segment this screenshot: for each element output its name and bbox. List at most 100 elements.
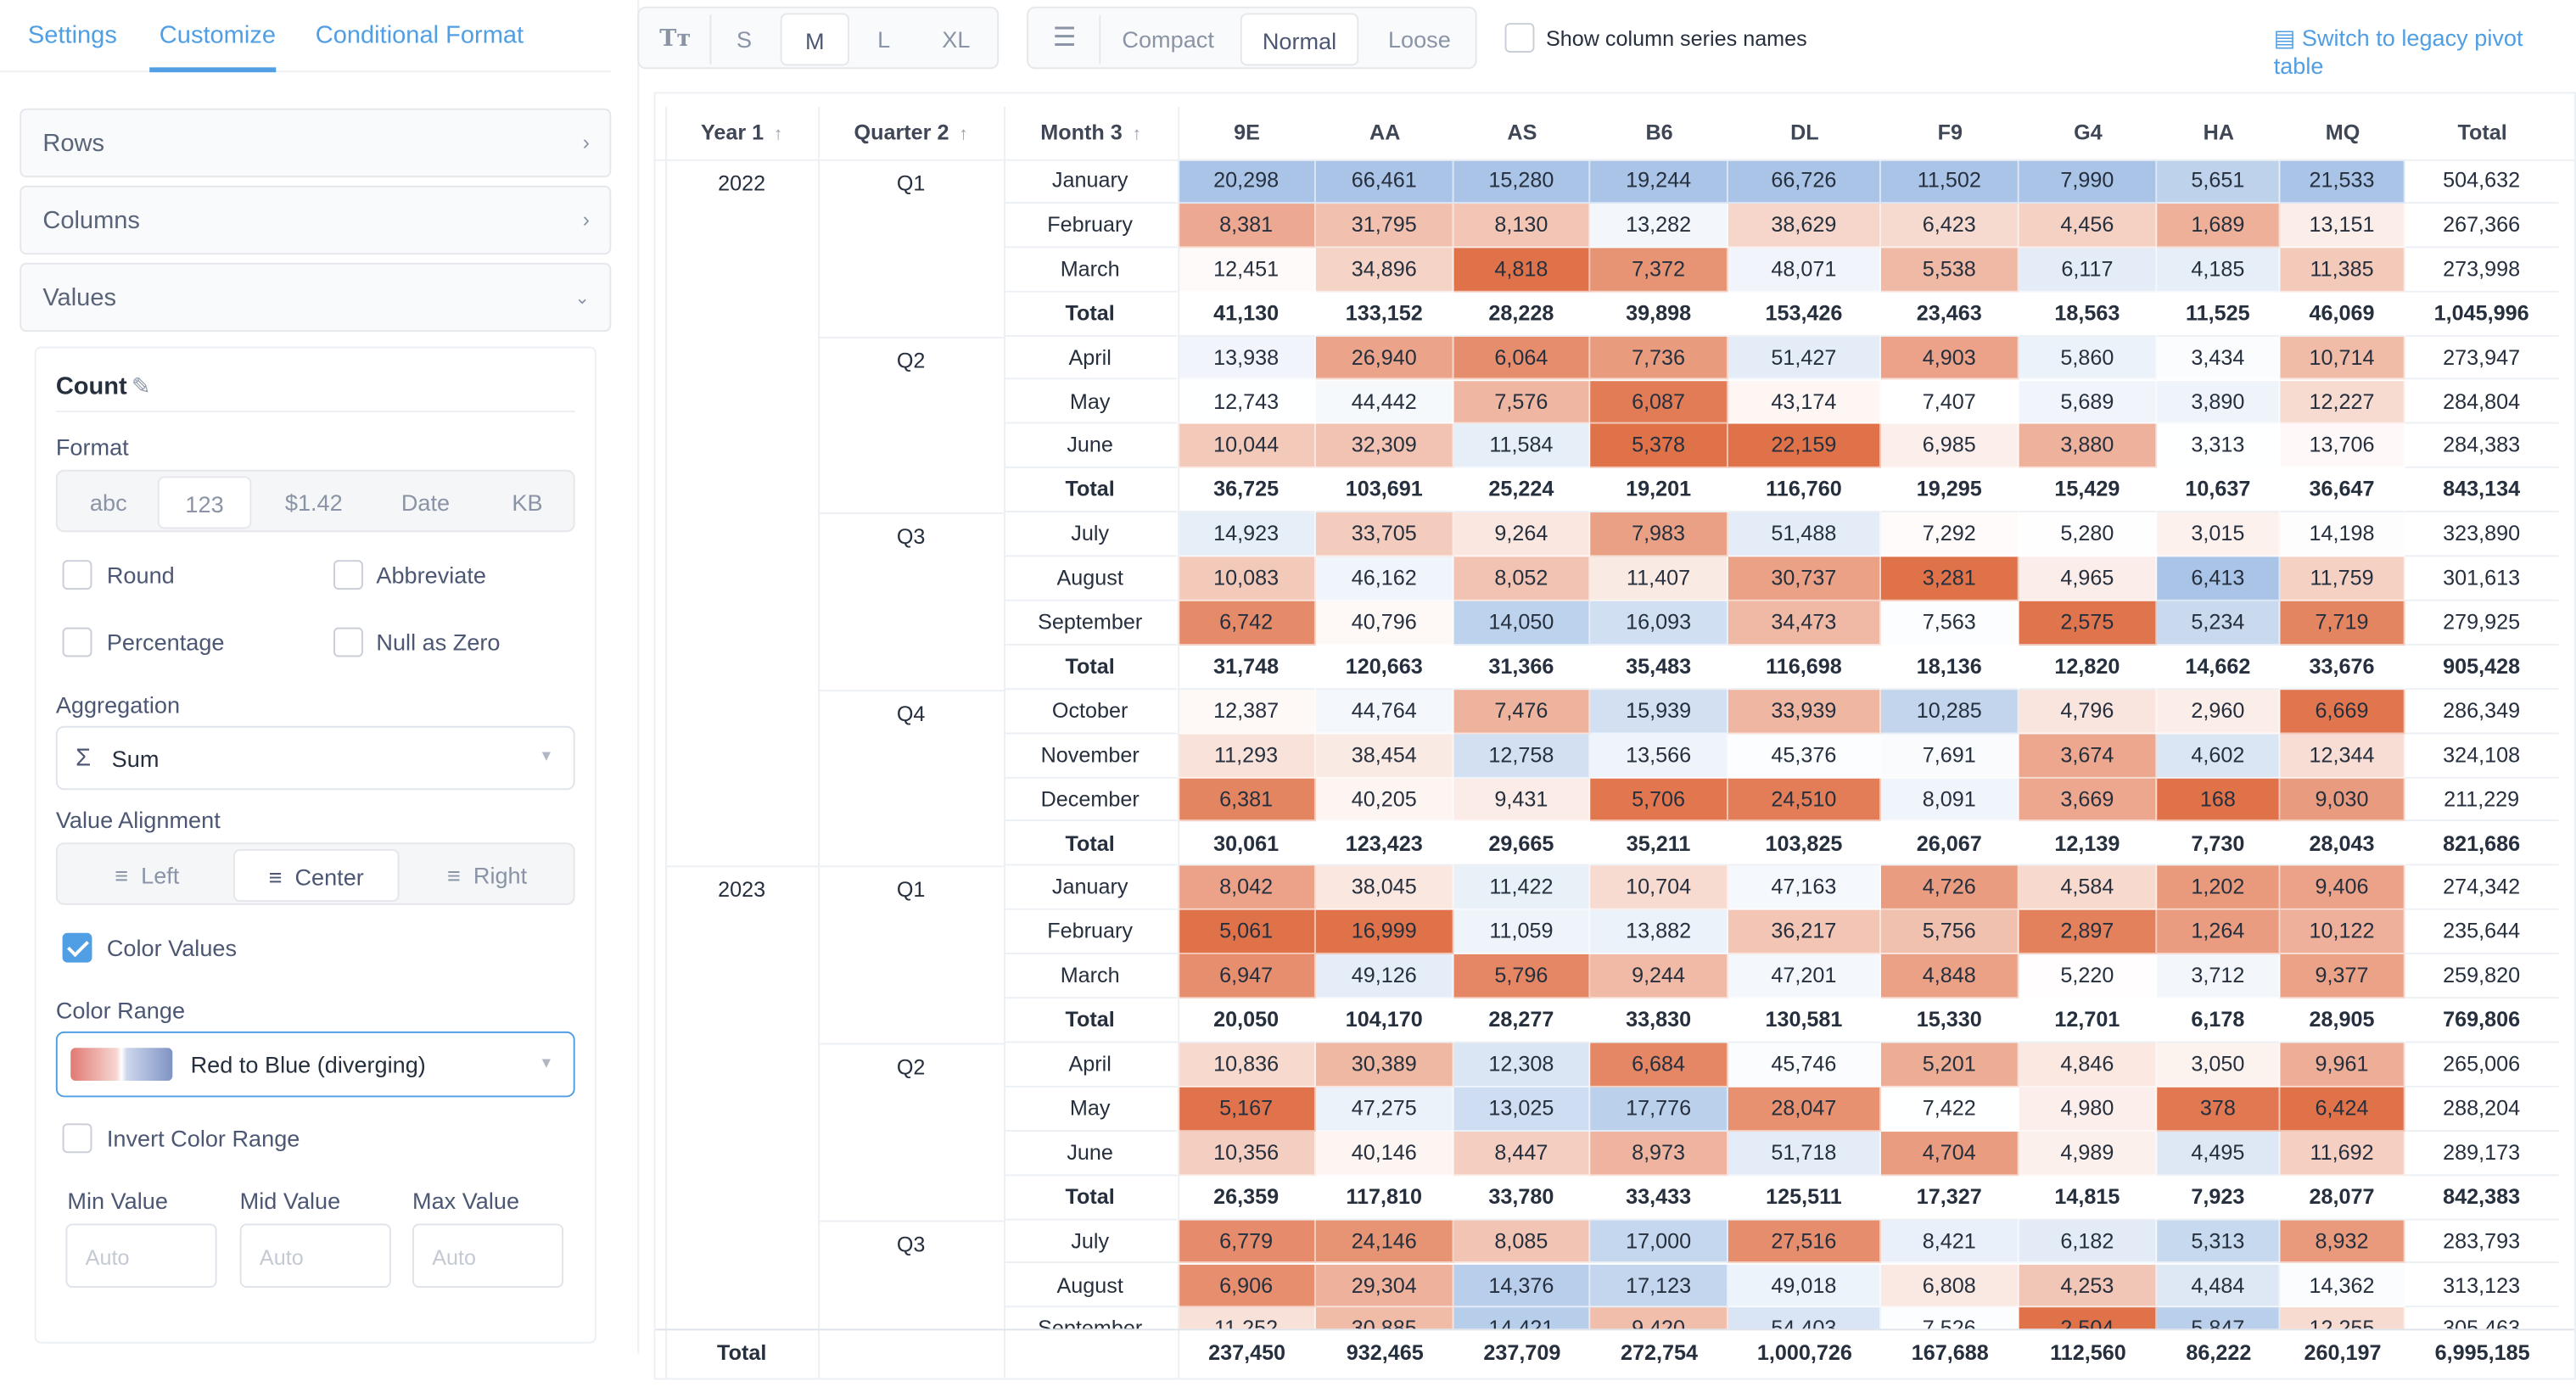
value-cell[interactable]: 3,880 — [2019, 424, 2158, 469]
size-l-button[interactable]: L — [877, 25, 891, 53]
subtotal-cell[interactable]: 14,815 — [2019, 1175, 2158, 1220]
subtotal-cell[interactable]: 12,139 — [2019, 822, 2158, 867]
column-header-cell[interactable]: G4 — [2019, 107, 2158, 159]
column-header-cell[interactable]: DL — [1728, 107, 1881, 159]
value-cell[interactable]: 8,085 — [1453, 1219, 1591, 1264]
value-cell[interactable]: 33,939 — [1728, 689, 1881, 734]
value-cell[interactable]: 5,234 — [2157, 601, 2281, 646]
size-m-button[interactable]: M — [780, 13, 850, 66]
value-cell[interactable]: 30,737 — [1728, 556, 1881, 601]
value-cell[interactable]: 3,313 — [2157, 424, 2281, 469]
value-cell[interactable]: 9,377 — [2280, 954, 2405, 999]
subtotal-cell[interactable]: 18,136 — [1880, 645, 2019, 690]
value-cell[interactable]: 13,706 — [2280, 424, 2405, 469]
legacy-pivot-link[interactable]: ▤ Switch to legacy pivot table — [2274, 25, 2576, 79]
value-cell[interactable]: 14,376 — [1453, 1263, 1591, 1308]
subtotal-cell[interactable]: 905,428 — [2405, 645, 2560, 690]
value-cell[interactable]: 4,965 — [2019, 556, 2158, 601]
value-cell[interactable]: 8,130 — [1453, 203, 1591, 248]
value-cell[interactable]: 378 — [2157, 1087, 2281, 1132]
value-cell[interactable]: 5,847 — [2157, 1307, 2281, 1329]
subtotal-cell[interactable]: 28,228 — [1453, 292, 1591, 337]
row-header-cell[interactable]: Quarter 2 ↑ — [818, 107, 1004, 159]
value-cell[interactable]: 34,473 — [1728, 601, 1881, 646]
subtotal-cell[interactable]: 29,665 — [1453, 822, 1591, 867]
grand-total-cell[interactable]: 1,000,726 — [1756, 1339, 1852, 1365]
value-cell[interactable]: 51,718 — [1728, 1131, 1881, 1176]
sort-ascending-icon[interactable]: ↑ — [1132, 125, 1141, 145]
value-cell[interactable]: 4,456 — [2019, 203, 2158, 248]
max-value-input[interactable]: Auto — [412, 1223, 564, 1288]
value-cell[interactable]: 6,742 — [1178, 601, 1316, 646]
value-cell[interactable]: 6,684 — [1590, 1043, 1728, 1088]
value-cell[interactable]: 11,502 — [1880, 159, 2019, 204]
value-cell[interactable]: 45,376 — [1728, 733, 1881, 778]
value-cell[interactable]: 6,947 — [1178, 954, 1316, 999]
row-total-cell[interactable]: 284,383 — [2405, 424, 2560, 469]
value-cell[interactable]: 4,980 — [2019, 1087, 2158, 1132]
row-header-cell[interactable]: Month 3 ↑ — [1004, 107, 1178, 159]
size-s-button[interactable]: S — [736, 25, 753, 53]
value-cell[interactable]: 45,746 — [1728, 1043, 1881, 1088]
value-cell[interactable]: 11,059 — [1453, 910, 1591, 955]
value-cell[interactable]: 10,714 — [2280, 336, 2405, 381]
column-header-cell[interactable]: HA — [2157, 107, 2280, 159]
grand-total-cell[interactable]: 932,465 — [1346, 1339, 1424, 1365]
value-cell[interactable]: 13,938 — [1178, 336, 1316, 381]
value-cell[interactable]: 30,885 — [1315, 1307, 1454, 1329]
format-option-date[interactable]: Date — [400, 489, 451, 516]
subtotal-cell[interactable]: 41,130 — [1178, 292, 1316, 337]
value-cell[interactable]: 6,808 — [1880, 1263, 2019, 1308]
value-cell[interactable]: 12,344 — [2280, 733, 2405, 778]
value-cell[interactable]: 9,420 — [1590, 1307, 1728, 1329]
value-cell[interactable]: 17,000 — [1590, 1219, 1728, 1264]
row-total-cell[interactable]: 267,366 — [2405, 203, 2560, 248]
subtotal-cell[interactable]: 19,295 — [1880, 468, 2019, 513]
column-header-cell[interactable]: B6 — [1590, 107, 1728, 159]
value-cell[interactable]: 12,743 — [1178, 380, 1316, 425]
value-cell[interactable]: 4,484 — [2157, 1263, 2281, 1308]
column-header-cell[interactable]: AA — [1316, 107, 1454, 159]
value-cell[interactable]: 32,309 — [1315, 424, 1454, 469]
value-cell[interactable]: 14,198 — [2280, 512, 2405, 557]
grand-total-cell[interactable]: 167,688 — [1911, 1339, 1989, 1365]
value-cell[interactable]: 9,030 — [2280, 777, 2405, 823]
grand-total-cell[interactable]: 272,754 — [1621, 1339, 1699, 1365]
value-cell[interactable]: 48,071 — [1728, 247, 1881, 293]
value-cell[interactable]: 6,423 — [1880, 203, 2019, 248]
subtotal-cell[interactable]: 31,366 — [1453, 645, 1591, 690]
value-cell[interactable]: 6,424 — [2280, 1087, 2405, 1132]
value-cell[interactable]: 14,421 — [1453, 1307, 1591, 1329]
subtotal-cell[interactable]: 26,067 — [1880, 822, 2019, 867]
row-total-cell[interactable]: 286,349 — [2405, 689, 2560, 734]
tab-conditional-format[interactable]: Conditional Format — [315, 21, 524, 50]
subtotal-cell[interactable]: 39,898 — [1590, 292, 1728, 337]
value-cell[interactable]: 3,015 — [2157, 512, 2281, 557]
subtotal-cell[interactable]: 33,676 — [2280, 645, 2405, 690]
value-cell[interactable]: 4,818 — [1453, 247, 1591, 293]
tab-settings[interactable]: Settings — [27, 21, 117, 50]
columns-section[interactable]: Columns › — [20, 185, 612, 255]
subtotal-cell[interactable]: 125,511 — [1728, 1175, 1881, 1220]
value-cell[interactable]: 13,025 — [1453, 1087, 1591, 1132]
value-cell[interactable]: 11,385 — [2280, 247, 2405, 293]
value-cell[interactable]: 5,220 — [2019, 954, 2158, 999]
density-loose-button[interactable]: Loose — [1387, 25, 1451, 53]
value-cell[interactable]: 24,510 — [1728, 777, 1881, 823]
subtotal-cell[interactable]: 103,825 — [1728, 822, 1881, 867]
round-checkbox[interactable] — [62, 560, 92, 590]
column-header-cell[interactable]: MQ — [2280, 107, 2405, 159]
value-cell[interactable]: 12,227 — [2280, 380, 2405, 425]
column-header-cell[interactable]: AS — [1454, 107, 1591, 159]
subtotal-cell[interactable]: 19,201 — [1590, 468, 1728, 513]
value-cell[interactable]: 7,476 — [1453, 689, 1591, 734]
value-cell[interactable]: 7,422 — [1880, 1087, 2019, 1132]
percentage-checkbox[interactable] — [62, 627, 92, 657]
row-total-cell[interactable]: 265,006 — [2405, 1043, 2560, 1088]
value-cell[interactable]: 6,906 — [1178, 1263, 1316, 1308]
value-cell[interactable]: 3,050 — [2157, 1043, 2281, 1088]
value-cell[interactable]: 3,890 — [2157, 380, 2281, 425]
subtotal-cell[interactable]: 15,429 — [2019, 468, 2158, 513]
subtotal-cell[interactable]: 842,383 — [2405, 1175, 2560, 1220]
subtotal-cell[interactable]: 7,923 — [2157, 1175, 2281, 1220]
